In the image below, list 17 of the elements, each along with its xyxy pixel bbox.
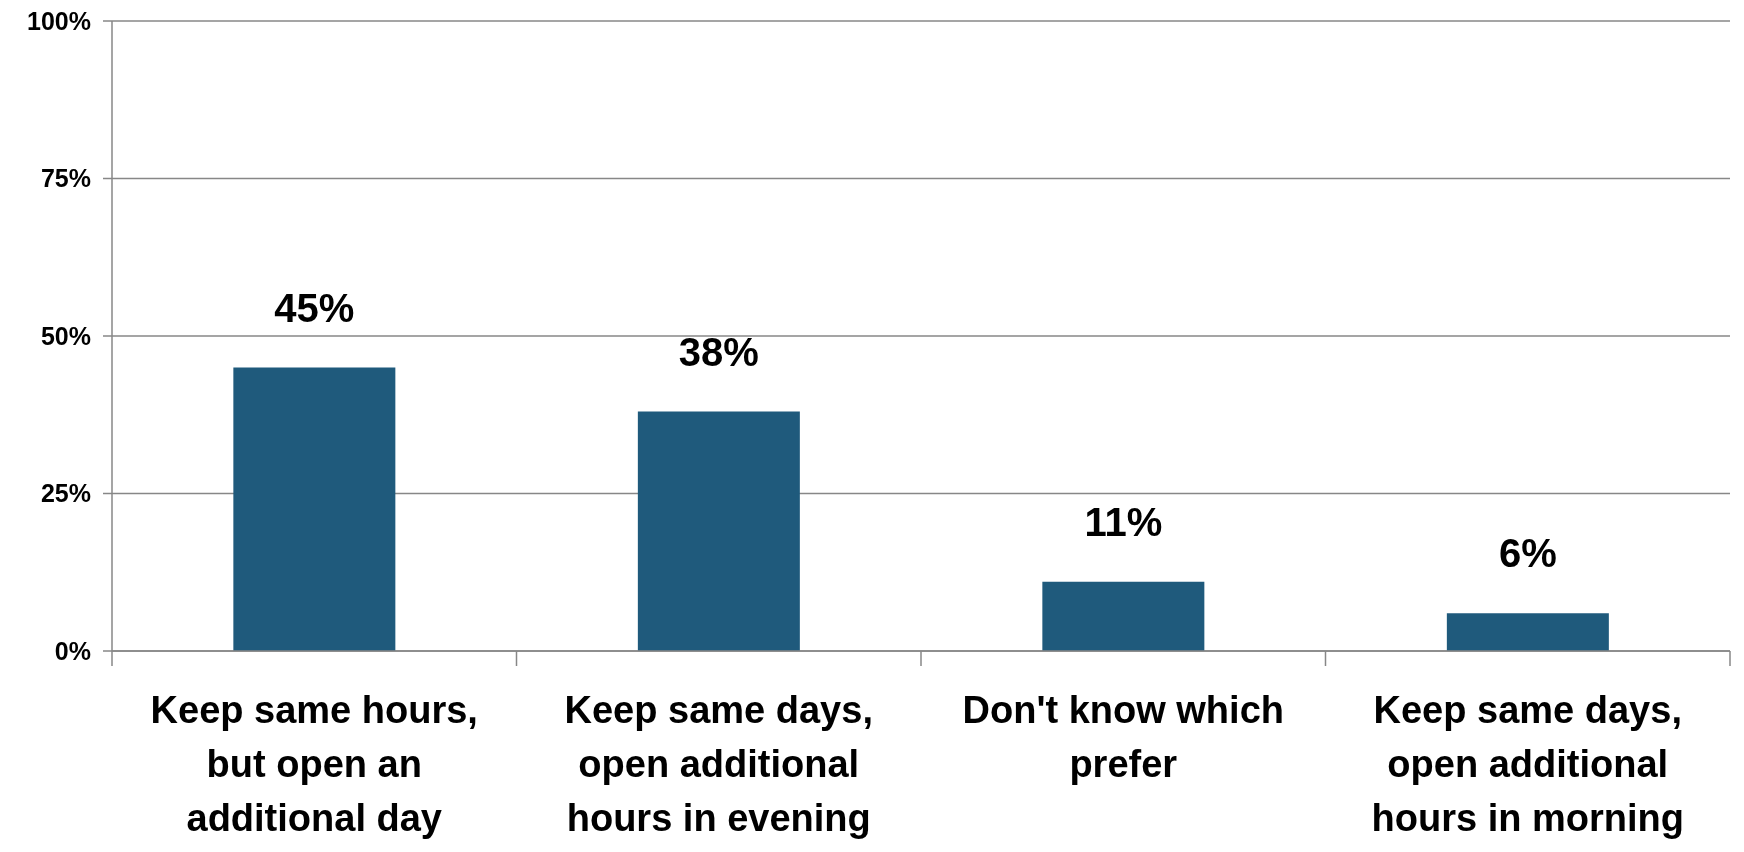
- data-label: 38%: [678, 329, 759, 374]
- x-tick-label: Keep same days, open additional hours in evening: [564, 689, 873, 840]
- bar: [1042, 581, 1205, 651]
- x-tick-label: Don't know which prefer: [962, 689, 1284, 786]
- y-tick-label: 75%: [40, 164, 91, 193]
- data-label: 6%: [1498, 531, 1557, 576]
- data-label: 45%: [274, 285, 355, 330]
- bar: [637, 411, 800, 651]
- x-tick-label: Keep same hours, but open an additional day: [150, 689, 478, 840]
- y-tick-label: 100%: [27, 6, 91, 35]
- x-tick-label: Keep same days, open additional hours in morning: [1371, 689, 1684, 840]
- data-label: 11%: [1084, 499, 1163, 544]
- y-tick-label: 0%: [54, 636, 91, 665]
- y-tick-label: 25%: [40, 479, 91, 508]
- y-tick-label: 50%: [40, 321, 91, 350]
- bar: [1446, 613, 1609, 651]
- bar: [233, 367, 396, 651]
